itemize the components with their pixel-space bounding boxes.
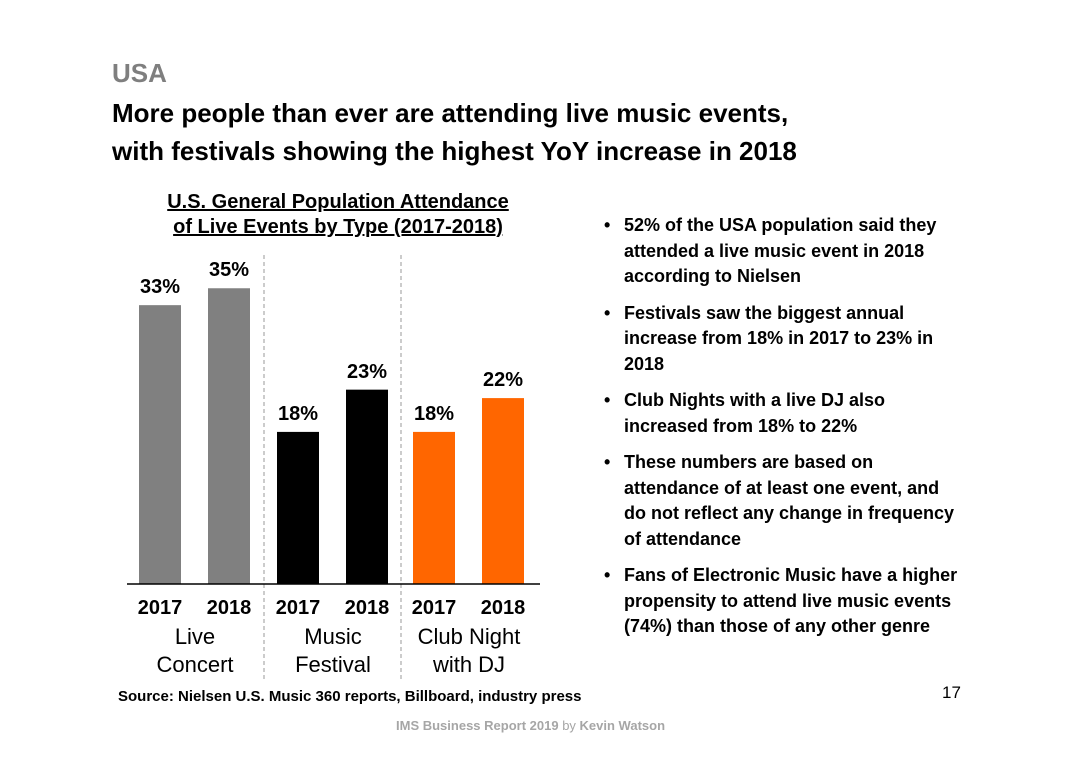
group-label: Live Concert — [127, 623, 264, 679]
group-label-line1: Music — [304, 624, 362, 649]
bullet-item: Fans of Electronic Music have a higher p… — [596, 563, 966, 640]
slide-title-line2: with festivals showing the highest YoY i… — [112, 136, 797, 166]
bullet-item: Club Nights with a live DJ also increase… — [596, 388, 966, 439]
footer-by: by — [562, 718, 576, 733]
footer: IMS Business Report 2019 by Kevin Watson — [396, 718, 665, 733]
bar — [208, 288, 250, 584]
data-label: 23% — [346, 360, 388, 383]
bar — [139, 305, 181, 584]
data-label: 35% — [208, 259, 250, 282]
data-label: 33% — [139, 276, 181, 299]
x-tick-label: 2018 — [480, 597, 526, 619]
x-tick-label: 2017 — [411, 597, 457, 619]
x-tick-label: 2018 — [206, 597, 252, 619]
bar — [413, 431, 455, 584]
data-label: 18% — [413, 402, 455, 425]
bar — [277, 431, 319, 584]
chart-title: U.S. General Population Attendance of Li… — [118, 190, 558, 240]
slide-supertitle: USA — [112, 58, 167, 88]
bullet-item: 52% of the USA population said they atte… — [596, 213, 966, 290]
data-label: 22% — [482, 369, 524, 392]
source-note: Source: Nielsen U.S. Music 360 reports, … — [118, 688, 582, 705]
group-label-line2: Concert — [156, 652, 234, 677]
bar — [346, 389, 388, 584]
bullet-item: Festivals saw the biggest annual increas… — [596, 301, 966, 378]
group-label-line1: Live — [174, 624, 216, 649]
group-label: Music Festival — [265, 623, 402, 679]
x-tick-label: 2018 — [344, 597, 390, 619]
page-number: 17 — [942, 683, 961, 702]
group-label-line2: with DJ — [432, 652, 506, 677]
chart-title-line1: U.S. General Population Attendance — [167, 191, 509, 213]
group-label-line1: Club Night — [417, 624, 521, 649]
footer-author: Kevin Watson — [579, 718, 666, 733]
group-label-line2: Festival — [295, 652, 371, 677]
slide-title-line1: More people than ever are attending live… — [112, 98, 789, 128]
x-tick-label: 2017 — [275, 597, 321, 619]
x-tick-label: 2017 — [137, 597, 183, 619]
bar — [482, 398, 524, 584]
bullet-item: These numbers are based on attendance of… — [596, 450, 966, 552]
bullet-list: 52% of the USA population said they atte… — [596, 213, 966, 651]
group-label: Club Night with DJ — [401, 623, 538, 679]
chart-title-line2: of Live Events by Type (2017-2018) — [173, 216, 503, 238]
footer-report: IMS Business Report 2019 — [396, 718, 559, 733]
data-label: 18% — [277, 402, 319, 425]
